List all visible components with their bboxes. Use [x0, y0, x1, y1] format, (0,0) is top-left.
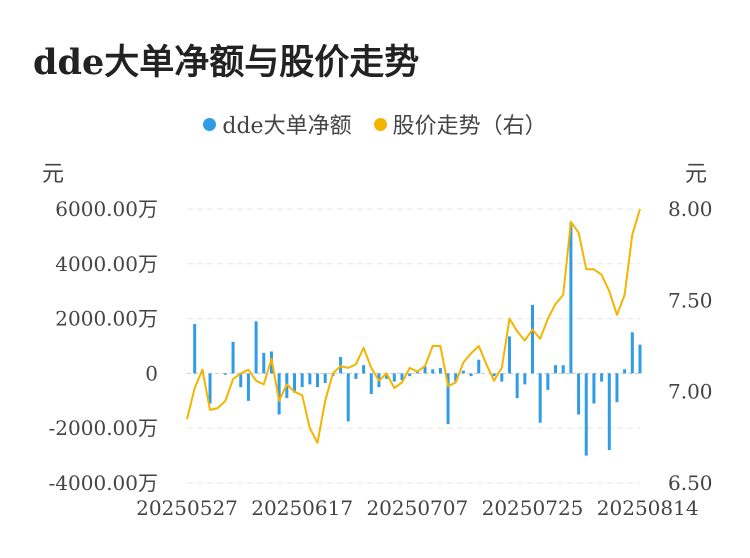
dde-bar [592, 373, 596, 404]
y-left-tick-label: 6000.00万 [55, 197, 158, 221]
dde-bar [316, 373, 320, 388]
dde-bar [423, 366, 427, 374]
price-line [186, 208, 641, 444]
dde-bar [615, 373, 619, 403]
dde-bar [500, 373, 504, 382]
dde-bar [208, 373, 212, 404]
dde-bar [515, 373, 519, 399]
x-tick-label: 20250814 [597, 496, 699, 520]
dde-bar [392, 373, 396, 382]
dde-bar [431, 369, 435, 374]
dde-bar [446, 373, 450, 425]
dde-bar [246, 373, 250, 401]
dde-bar [584, 373, 588, 456]
dde-bar [623, 369, 627, 374]
dde-bar [569, 222, 573, 374]
dde-bar [323, 373, 327, 383]
dde-bar [469, 373, 473, 377]
legend-label-dde: dde大单净额 [222, 114, 352, 139]
legend-dot-icon [203, 117, 217, 131]
dde-bar [438, 367, 442, 374]
left-axis-unit: 元 [42, 162, 65, 187]
dde-bar [546, 373, 550, 390]
dde-bar [477, 359, 481, 374]
dde-bar [492, 373, 496, 377]
dde-bar [630, 332, 634, 374]
dde-bar [607, 373, 611, 451]
page-title: dde大单净额与股价走势 [33, 42, 420, 83]
dde-bar [577, 373, 581, 415]
dde-bar [346, 373, 350, 422]
y-left-tick-label: 4000.00万 [55, 252, 158, 276]
y-left-tick-label: 2000.00万 [55, 307, 158, 331]
legend-label-price: 股价走势（右） [392, 114, 547, 139]
dde-bar [277, 373, 281, 415]
dde-bar [507, 336, 511, 374]
dde-bar [369, 373, 373, 394]
dde-bar [454, 373, 458, 382]
dde-bar [362, 365, 366, 374]
dde-bar [254, 321, 258, 374]
y-left-tick-label: -2000.00万 [49, 416, 158, 440]
dde-bar [223, 373, 227, 375]
dde-bar [231, 341, 235, 374]
x-tick-label: 20250617 [251, 496, 353, 520]
dde-bar [193, 324, 197, 374]
y-right-tick-label: 7.00 [668, 380, 713, 404]
legend-dot-icon [373, 117, 387, 131]
x-tick-label: 20250725 [482, 496, 584, 520]
y-right-tick-label: 8.00 [668, 197, 713, 221]
dde-bar [554, 365, 558, 374]
legend-item-dde[interactable]: dde大单净额 [203, 108, 352, 140]
dde-bar [523, 373, 527, 385]
dde-bar [600, 373, 604, 382]
legend: dde大单净额 股价走势（右） [0, 108, 750, 140]
y-right-tick-label: 7.50 [668, 288, 713, 312]
legend-item-price[interactable]: 股价走势（右） [373, 108, 547, 140]
dde-bar [561, 365, 565, 374]
dde-bar [385, 373, 389, 379]
dde-bar [461, 370, 465, 374]
dde-bar [308, 373, 312, 385]
dde-bar [354, 373, 358, 379]
dde-bar [400, 373, 404, 381]
right-axis-unit: 元 [685, 162, 708, 187]
x-tick-label: 20250527 [136, 496, 238, 520]
dde-bar [300, 373, 304, 388]
dde-bar [239, 373, 243, 388]
x-tick-label: 20250707 [366, 496, 468, 520]
dde-bar [292, 373, 296, 393]
dde-bar [638, 344, 642, 374]
dde-bar [538, 373, 542, 423]
y-left-tick-label: -4000.00万 [49, 471, 158, 495]
dde-bar [408, 373, 412, 377]
dde-bar [531, 304, 535, 374]
dde-bar [262, 352, 266, 374]
y-right-tick-label: 6.50 [668, 471, 713, 495]
y-left-tick-label: 0 [145, 361, 158, 385]
